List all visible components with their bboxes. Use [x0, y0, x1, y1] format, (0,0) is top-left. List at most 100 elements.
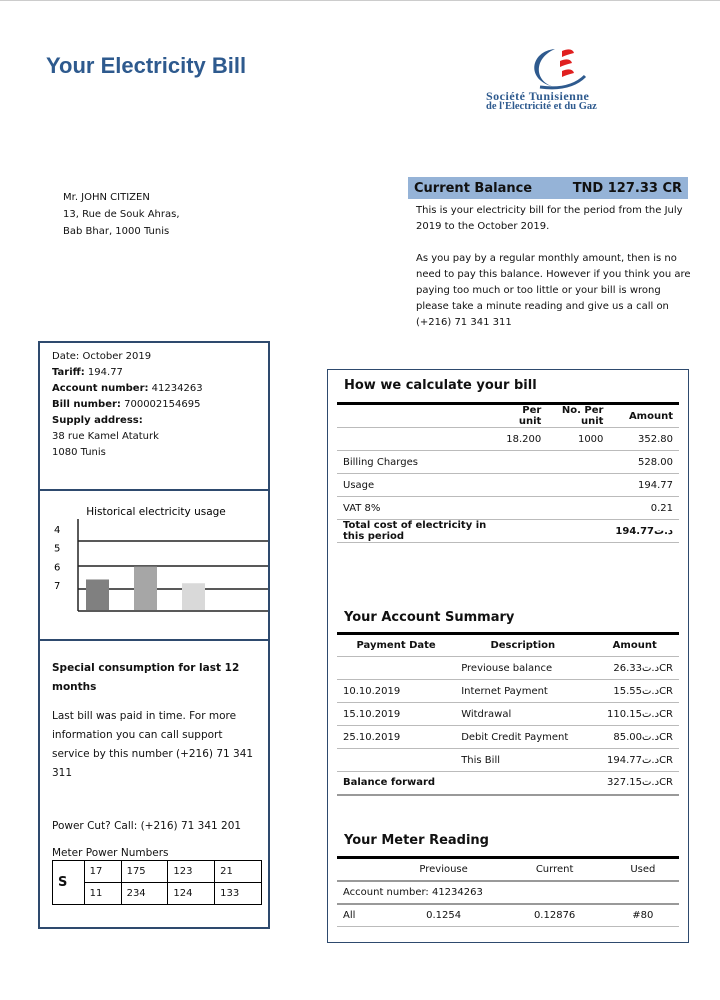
meter-cell: 124 [167, 882, 216, 905]
bill-intro: This is your electricity bill for the pe… [416, 203, 691, 347]
calc-title: How we calculate your bill [344, 378, 537, 393]
th-previous: Previouse [384, 856, 503, 881]
special-consumption-box: Special consumption for last 12 months L… [38, 639, 270, 929]
summary-cell: Debit Credit Payment [455, 725, 591, 749]
bill-number-value: 700002154695 [120, 399, 201, 410]
calc-cell: Total cost of electricity in this period [337, 519, 495, 543]
meter-cell: 11 [83, 882, 122, 905]
calc-cell [337, 427, 495, 451]
summary-cell: د.ت194.77CR [590, 748, 679, 772]
summary-row: This Bill د.ت194.77CR [337, 748, 679, 772]
summary-cell: د.ت110.15CR [590, 702, 679, 726]
th-description: Description [455, 632, 591, 657]
supply-label: Supply address: [52, 415, 143, 426]
summary-cell: د.ت15.55CR [590, 679, 679, 703]
logo-text-1: Société Tunisienne [486, 89, 590, 103]
usage-chart-box: Historical electricity usage 4 5 6 7 [38, 489, 270, 641]
y-tick-label: 7 [54, 581, 60, 592]
bill-breakdown-panel: How we calculate your bill Per unit No. P… [327, 369, 689, 943]
page-title: Your Electricity Bill [46, 53, 247, 78]
summary-cell: 25.10.2019 [337, 725, 456, 749]
summary-title: Your Account Summary [344, 610, 515, 625]
supply-line-1: 38 rue Kamel Ataturk [52, 431, 159, 442]
usage-chart: Historical electricity usage 4 5 6 7 [54, 506, 268, 612]
company-logo: Société Tunisienne de l'Electricité et d… [480, 41, 640, 116]
customer-address: Mr. JOHN CITIZEN 13, Rue de Souk Ahras, … [63, 189, 180, 240]
logo-text-2: de l'Electricité et du Gaz [486, 101, 597, 112]
th-date: Payment Date [337, 632, 456, 657]
reading-account: Account number: 41234263 [337, 879, 679, 905]
calc-cell: 194.77 [609, 473, 679, 497]
reading-title: Your Meter Reading [344, 833, 489, 848]
special-title: Special consumption for last 12 months [52, 662, 240, 693]
calc-cell [547, 450, 610, 474]
summary-row: Balance forward د.ت327.15CR [337, 771, 679, 796]
meter-letter: S [52, 860, 85, 905]
th [337, 402, 495, 428]
calc-row: 18.200 1000 352.80 [337, 427, 679, 451]
calc-table: Per unit No. Per unit Amount 18.200 1000 352… [337, 402, 679, 543]
summary-cell: د.ت85.00CR [590, 725, 679, 749]
account-label: Account number: [52, 383, 149, 394]
meter-cell: 123 [167, 860, 216, 883]
summary-cell [337, 656, 456, 680]
customer-street: 13, Rue de Souk Ahras, [63, 209, 180, 220]
calc-cell [547, 519, 610, 543]
calc-cell [494, 450, 548, 474]
reading-cell: 0.1254 [384, 903, 503, 927]
usage-bar [182, 583, 205, 610]
reading-cell: All [337, 903, 385, 927]
summary-cell: Balance forward [337, 771, 456, 796]
bill-details-box: Date: October 2019 Tariff: 194.77 Accoun… [38, 341, 270, 491]
calc-row: Usage 194.77 [337, 473, 679, 497]
tariff-value: 194.77 [84, 367, 123, 378]
logo-mark-icon [534, 49, 587, 90]
calc-cell: 0.21 [609, 496, 679, 520]
calc-cell [494, 519, 548, 543]
summary-row: Previouse balance د.ت26.33CR [337, 656, 679, 680]
usage-bar [86, 579, 109, 610]
calc-cell: 352.80 [609, 427, 679, 451]
calc-row: Billing Charges 528.00 [337, 450, 679, 474]
y-tick-label: 6 [54, 562, 60, 573]
calc-cell: 528.00 [609, 450, 679, 474]
tariff-label: Tariff: [52, 367, 85, 378]
meter-label: Meter Power Numbers [52, 847, 169, 859]
calc-cell: Usage [337, 473, 495, 497]
calc-cell: 1000 [547, 427, 610, 451]
summary-cell: Internet Payment [455, 679, 591, 703]
th-amount: Amount [590, 632, 679, 657]
power-cut-line: Power Cut? Call: (+216) 71 341 201 [52, 820, 242, 832]
calc-cell [547, 496, 610, 520]
balance-label: Current Balance [414, 180, 533, 196]
summary-cell [337, 748, 456, 772]
th-amount: Amount [609, 402, 679, 428]
bill-date: Date: October 2019 [52, 351, 152, 362]
meter-cell: 175 [120, 860, 169, 883]
summary-row: 15.10.2019 Witdrawal د.ت110.15CR [337, 702, 679, 726]
th-current: Current [502, 856, 607, 881]
summary-cell: د.ت26.33CR [590, 656, 679, 680]
customer-city: Bab Bhar, 1000 Tunis [63, 226, 170, 237]
th-no-per-unit: No. Per unit [547, 402, 610, 428]
calc-cell: د.ت194.77 [609, 519, 679, 543]
bill-number-label: Bill number: [52, 399, 121, 410]
intro-payment: As you pay by a regular monthly amount, … [416, 253, 691, 328]
summary-cell: This Bill [455, 748, 591, 772]
summary-cell: د.ت327.15CR [590, 771, 679, 796]
reading-cell: #80 [606, 903, 679, 927]
special-text: Last bill was paid in time. For more inf… [52, 710, 254, 779]
meter-cell: 133 [214, 882, 262, 905]
y-tick-label: 5 [54, 544, 60, 555]
reading-cell: 0.12876 [502, 903, 607, 927]
calc-cell [494, 496, 548, 520]
th-per-unit: Per unit [494, 402, 548, 428]
th-used: Used [606, 856, 679, 881]
meter-cell: 234 [120, 882, 169, 905]
account-value: 41234263 [148, 383, 203, 394]
summary-cell: 10.10.2019 [337, 679, 456, 703]
calc-cell [494, 473, 548, 497]
meter-cell: 21 [214, 860, 262, 883]
balance-value: TND 127.33 CR [572, 180, 682, 196]
summary-table: Payment Date Description Amount Previouse … [337, 632, 679, 796]
